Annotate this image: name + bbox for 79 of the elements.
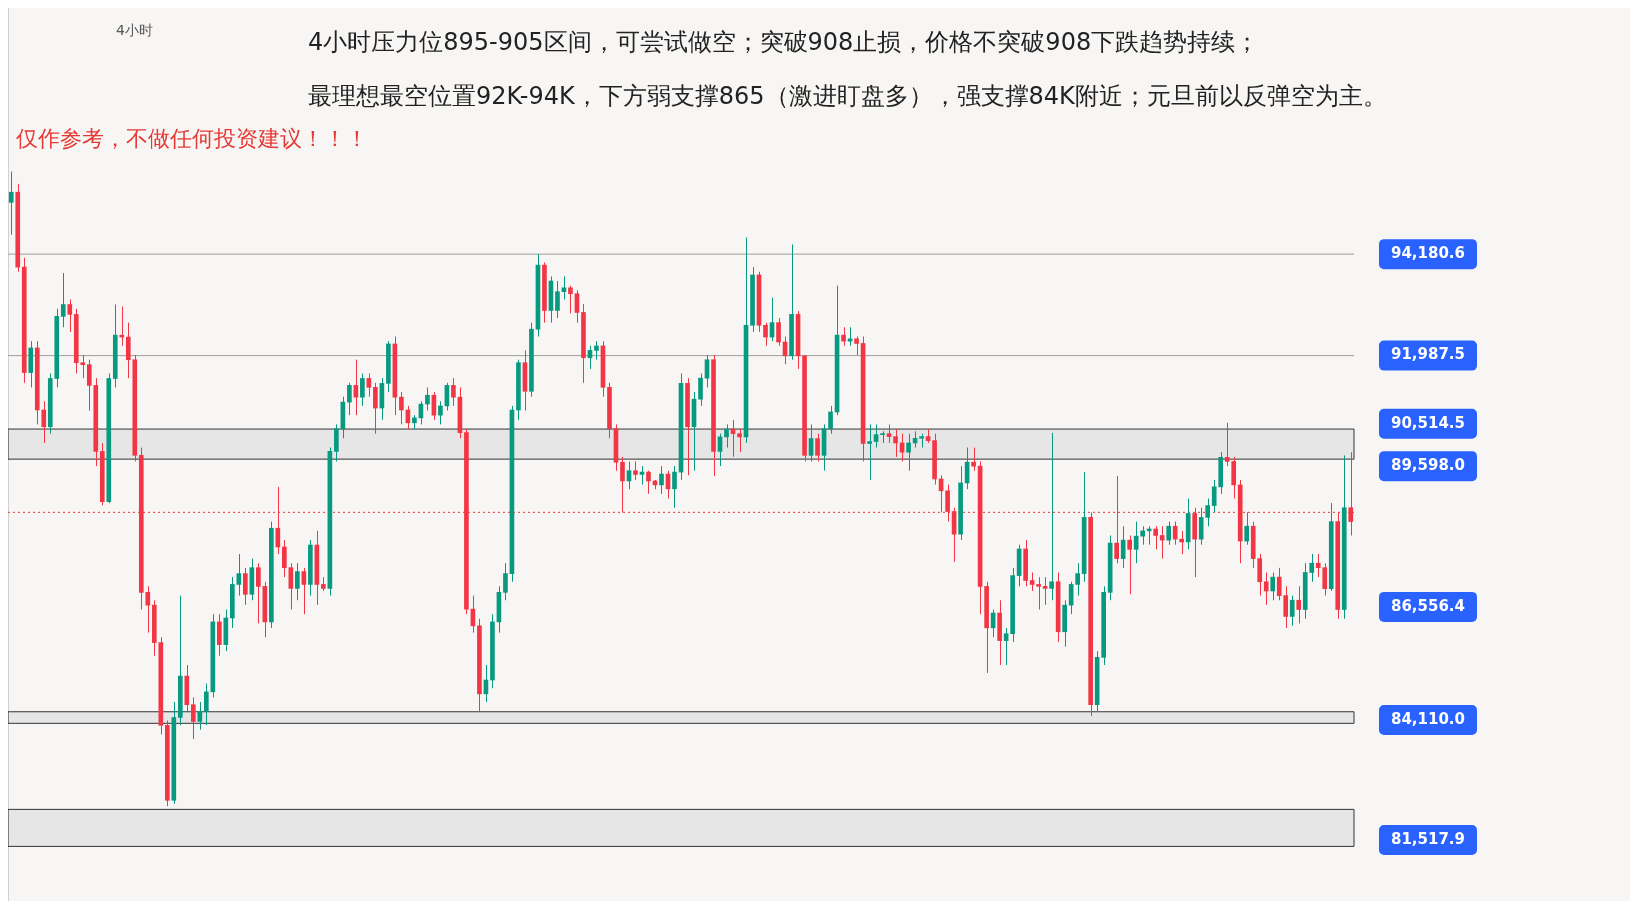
y-tick-label: 84,110.0	[1390, 709, 1466, 728]
candlestick	[906, 433, 911, 472]
candlestick	[438, 400, 443, 425]
candlestick	[971, 447, 976, 472]
candlestick	[256, 562, 261, 624]
candlestick	[1296, 585, 1302, 624]
candlestick	[594, 340, 599, 361]
candlestick	[620, 456, 625, 513]
candlestick	[217, 613, 222, 657]
candlestick	[1270, 571, 1276, 601]
candlestick	[1244, 511, 1250, 546]
candlestick	[737, 428, 742, 453]
candlestick	[763, 322, 768, 347]
candlestick	[1166, 521, 1172, 546]
candlestick	[854, 336, 859, 356]
candlestick	[698, 373, 703, 407]
candlestick	[190, 696, 196, 740]
candlestick	[873, 423, 879, 449]
candlestick	[724, 423, 729, 449]
candlestick	[893, 428, 898, 458]
candlestick	[776, 317, 781, 347]
candlestick	[203, 683, 209, 726]
y-tick-label: 89,598.0	[1390, 456, 1466, 475]
candlestick	[1172, 521, 1178, 546]
candlestick	[1114, 475, 1119, 564]
y-tick-label: 86,556.4	[1390, 596, 1466, 615]
candlestick	[360, 373, 365, 407]
candlestick	[1036, 576, 1041, 610]
candlestick	[353, 359, 359, 416]
y-tick-label: 91,987.5	[1390, 345, 1466, 364]
candlestick	[568, 285, 573, 314]
candlestick	[1211, 479, 1217, 513]
candlestick	[425, 386, 430, 412]
candlestick	[672, 465, 677, 509]
candlestick	[41, 400, 47, 444]
candlestick	[1049, 432, 1054, 601]
y-tick-label: 90,514.5	[1390, 413, 1466, 432]
candlestick	[561, 275, 567, 300]
candlestick	[399, 391, 404, 425]
annotation: 仅作参考，不做任何投资建议！！！	[16, 125, 368, 153]
candlestick	[295, 562, 300, 601]
y-tick-label: 94,180.6	[1390, 244, 1466, 263]
candlestick	[366, 373, 372, 398]
candlestick	[945, 484, 950, 523]
candlestick	[646, 470, 651, 495]
candlestick	[67, 299, 73, 333]
candlestick	[451, 377, 456, 407]
candlestick	[503, 562, 508, 601]
candlestick	[1003, 627, 1009, 666]
y-tick-label: 81,517.9	[1390, 829, 1466, 848]
annotation: 4小时	[116, 22, 153, 40]
candlestick	[60, 272, 66, 328]
candlestick	[886, 423, 892, 444]
candlestick	[1153, 525, 1159, 550]
candlestick	[815, 433, 820, 462]
text: 最理想最空位置92K-94K，下方弱支撑865（激进盯盘多），强支撑84K附近；元旦前以反弹空为主。	[308, 81, 1387, 112]
candlestick	[197, 701, 203, 731]
candlestick	[555, 280, 560, 319]
candlestick	[1159, 525, 1165, 560]
candlestick	[1179, 530, 1185, 555]
candlestick	[243, 567, 248, 606]
candlestick	[8, 171, 14, 236]
candlestick	[334, 423, 339, 462]
candlestick	[1289, 595, 1295, 627]
candlestick	[373, 382, 378, 435]
candlestick	[1029, 571, 1035, 592]
candlestick	[633, 460, 638, 481]
candlestick	[1348, 451, 1354, 536]
candlestick	[1127, 534, 1132, 595]
candlestick	[1042, 576, 1048, 606]
candlestick	[867, 423, 872, 481]
candlestick	[659, 465, 664, 495]
text: 4小时压力位895-905区间，可尝试做空；突破908止损，价格不突破908下跌趋势持续；	[308, 27, 1260, 58]
candlestick	[1075, 562, 1080, 597]
candlestick	[282, 539, 287, 578]
candlestick	[1263, 571, 1269, 606]
candlestick	[347, 382, 352, 416]
candlestick	[828, 405, 833, 435]
candlestick	[841, 326, 846, 347]
